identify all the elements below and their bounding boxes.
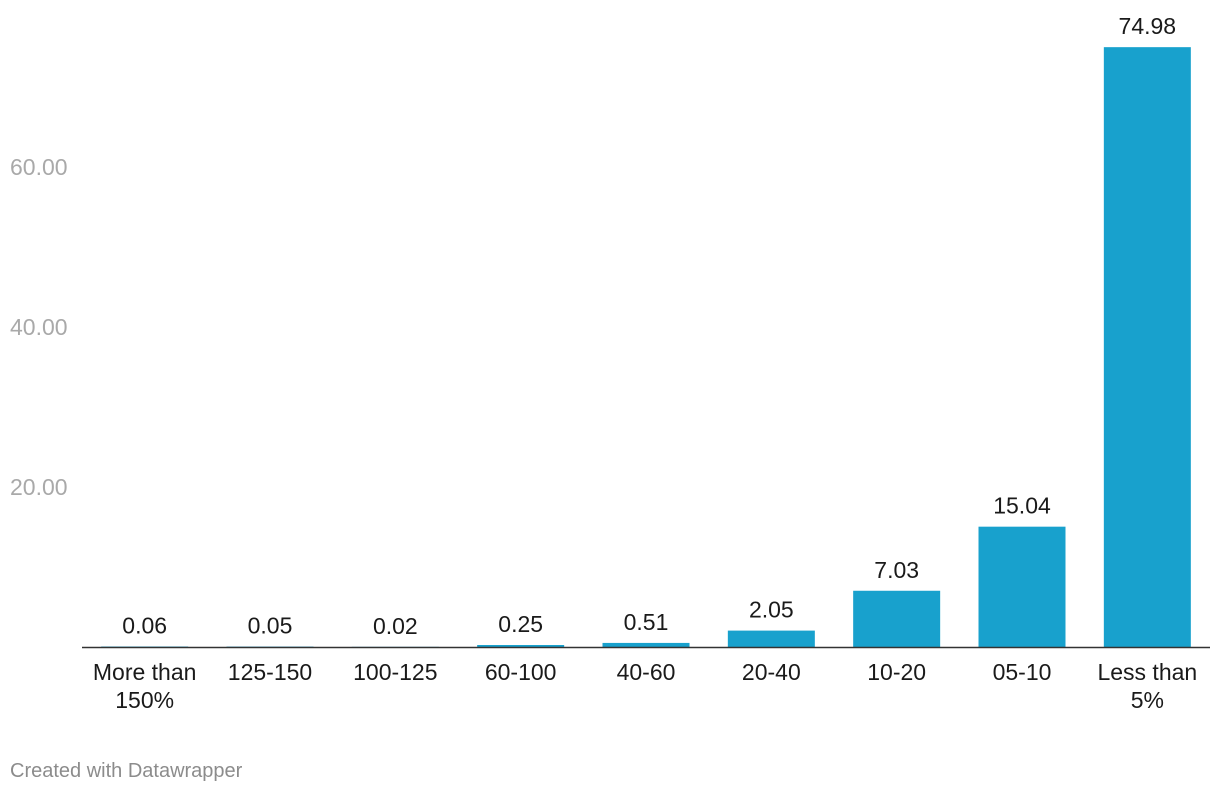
y-tick-label: 20.00 bbox=[10, 474, 68, 500]
y-tick-label: 60.00 bbox=[10, 154, 68, 180]
x-category-label-line: Less than bbox=[1097, 659, 1197, 685]
x-category-label-line: 5% bbox=[1131, 687, 1164, 713]
bar bbox=[727, 630, 815, 647]
x-category-label: 60-100 bbox=[485, 659, 557, 685]
x-category-label-line: 60-100 bbox=[485, 659, 557, 685]
x-category-label: 100-125 bbox=[353, 659, 437, 685]
x-category-label: 125-150 bbox=[228, 659, 312, 685]
x-category-label-line: 05-10 bbox=[993, 659, 1052, 685]
x-category-label-line: 150% bbox=[115, 687, 174, 713]
bar-value-label: 0.06 bbox=[122, 613, 167, 639]
bar-value-label: 0.02 bbox=[373, 613, 418, 639]
bar-value-label: 15.04 bbox=[993, 493, 1051, 519]
value-labels: 0.06 0.05 0.02 0.25 0.51 2.05 7.03 15.04 74.98 bbox=[122, 13, 1176, 639]
y-tick-label: 40.00 bbox=[10, 314, 68, 340]
x-category-label-line: 10-20 bbox=[867, 659, 926, 685]
x-category-label-line: 100-125 bbox=[353, 659, 437, 685]
bars bbox=[101, 47, 1191, 648]
bar bbox=[853, 590, 941, 647]
bar-value-label: 74.98 bbox=[1119, 13, 1177, 39]
x-category-label: 40-60 bbox=[617, 659, 676, 685]
x-category-label: 20-40 bbox=[742, 659, 801, 685]
bar bbox=[477, 645, 565, 647]
x-category-label: 05-10 bbox=[993, 659, 1052, 685]
y-axis-ticks: 20.00 40.00 60.00 bbox=[10, 154, 68, 500]
x-category-label-line: 125-150 bbox=[228, 659, 312, 685]
x-category-label-line: More than bbox=[93, 659, 197, 685]
x-category-label: 10-20 bbox=[867, 659, 926, 685]
x-category-label: More than 150% bbox=[93, 659, 197, 713]
bar-value-label: 7.03 bbox=[874, 557, 919, 583]
x-category-label-line: 20-40 bbox=[742, 659, 801, 685]
credit-text: Created with Datawrapper bbox=[10, 760, 243, 782]
bar-value-label: 0.05 bbox=[248, 613, 293, 639]
bar bbox=[978, 526, 1066, 647]
bar-value-label: 0.25 bbox=[498, 611, 543, 637]
x-category-label: Less than 5% bbox=[1097, 659, 1197, 713]
bar-value-label: 0.51 bbox=[624, 609, 669, 635]
bar-value-label: 2.05 bbox=[749, 597, 794, 623]
x-category-label-line: 40-60 bbox=[617, 659, 676, 685]
bar bbox=[1103, 47, 1191, 648]
category-labels: More than 150% 125-150 100-125 60-100 40-60 20… bbox=[93, 659, 1197, 713]
bar bbox=[602, 642, 690, 647]
